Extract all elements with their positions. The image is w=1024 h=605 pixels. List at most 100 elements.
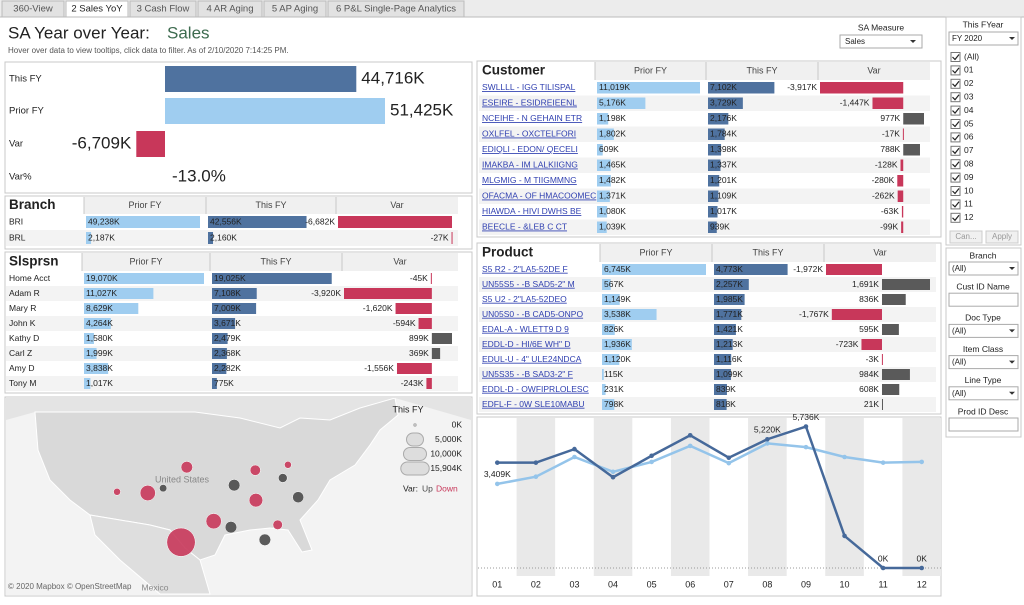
trend-point[interactable] bbox=[572, 454, 577, 460]
map-bubble[interactable] bbox=[284, 461, 292, 469]
filter-option[interactable]: 08 bbox=[964, 158, 974, 168]
trend-point[interactable] bbox=[726, 460, 732, 466]
filter-dropdown[interactable] bbox=[948, 323, 1019, 338]
trend-point[interactable] bbox=[494, 460, 500, 465]
row-link[interactable]: ESEIRE - ESIDREIEENL bbox=[482, 98, 577, 108]
row-link[interactable]: UN55S5 - -B SAD5-2" M bbox=[482, 279, 575, 289]
checkbox[interactable] bbox=[950, 92, 961, 103]
trend-point[interactable] bbox=[687, 443, 693, 449]
map-bubble[interactable] bbox=[139, 485, 156, 501]
filter-option[interactable]: 11 bbox=[964, 199, 973, 209]
checkbox[interactable] bbox=[950, 159, 961, 170]
map-bubble[interactable] bbox=[228, 479, 241, 492]
row-link[interactable]: EDDL-D - HI/6E WH" D bbox=[482, 339, 571, 349]
checkbox[interactable] bbox=[950, 65, 961, 76]
map-bubble[interactable] bbox=[248, 493, 264, 508]
map-bubble[interactable] bbox=[278, 473, 288, 483]
row-link[interactable]: EDUL-U - 4" ULE24NDCA bbox=[482, 354, 582, 364]
filter-option[interactable]: 03 bbox=[964, 91, 974, 101]
row-link[interactable]: EDFL-F - 0W SLE10MABU bbox=[482, 399, 585, 409]
trend-point[interactable] bbox=[880, 565, 886, 571]
trend-point[interactable] bbox=[842, 533, 847, 539]
checkbox[interactable] bbox=[950, 132, 961, 143]
trend-point[interactable] bbox=[765, 436, 770, 442]
tab-label[interactable]: 3 Cash Flow bbox=[137, 4, 190, 15]
trend-point[interactable] bbox=[842, 454, 847, 460]
row-link[interactable]: UN5S35 - -B SAD3-2" F bbox=[482, 369, 573, 379]
row-link[interactable]: S5 U2 - 2"LA5-52DEO bbox=[482, 294, 567, 304]
row-link[interactable]: EDDL-D - OWFIPRLOLESC bbox=[482, 384, 589, 394]
measure-dropdown[interactable] bbox=[839, 34, 923, 49]
row-link[interactable]: SWLLLL - IGG TILISPAL bbox=[482, 82, 576, 92]
map-bubble[interactable] bbox=[258, 533, 271, 546]
trend-point[interactable] bbox=[803, 444, 809, 450]
map-bubble[interactable] bbox=[113, 488, 121, 496]
filter-button[interactable] bbox=[985, 230, 1019, 244]
filter-option[interactable]: 04 bbox=[964, 105, 974, 115]
map-bubble[interactable] bbox=[166, 527, 196, 557]
map-bubble[interactable] bbox=[292, 491, 304, 504]
filter-option[interactable]: 10 bbox=[964, 185, 974, 195]
tab-label[interactable]: 2 Sales YoY bbox=[71, 4, 123, 15]
trend-point[interactable] bbox=[649, 453, 654, 459]
trend-point[interactable] bbox=[880, 460, 886, 465]
filter-option[interactable]: 09 bbox=[964, 172, 974, 182]
row-link[interactable]: EDAL-A - WLETT9 D 9 bbox=[482, 324, 569, 334]
trend-point[interactable] bbox=[533, 474, 539, 480]
row-link[interactable]: NCEIHE - N GEHAIN ETR bbox=[482, 113, 582, 123]
tab[interactable] bbox=[263, 0, 327, 18]
checkbox[interactable] bbox=[950, 145, 961, 156]
filter-option[interactable]: 12 bbox=[964, 212, 974, 222]
tab[interactable] bbox=[65, 0, 129, 18]
row-link[interactable]: IMAKBA - IM LALKIIGNG bbox=[482, 160, 578, 170]
filter-option[interactable]: 06 bbox=[964, 132, 974, 142]
filter-option[interactable]: (All) bbox=[964, 51, 979, 61]
filter-input[interactable] bbox=[948, 292, 1019, 307]
trend-point[interactable] bbox=[649, 459, 654, 465]
filter-value[interactable]: (All) bbox=[952, 327, 967, 336]
trend-point[interactable] bbox=[533, 460, 539, 465]
checkbox[interactable] bbox=[950, 199, 961, 210]
map-bubble[interactable] bbox=[205, 513, 222, 530]
trend-point[interactable] bbox=[494, 481, 500, 487]
filter-dropdown[interactable] bbox=[948, 386, 1019, 401]
tab[interactable] bbox=[129, 0, 197, 18]
trend-point[interactable] bbox=[726, 455, 732, 461]
tab[interactable] bbox=[327, 0, 465, 18]
filter-button-label[interactable]: Apply bbox=[992, 232, 1012, 241]
filter-value[interactable]: FY 2020 bbox=[952, 34, 983, 43]
tab[interactable] bbox=[1, 0, 65, 18]
filter-button-label[interactable]: Can... bbox=[955, 232, 976, 241]
tab-label[interactable]: 5 AP Aging bbox=[272, 4, 318, 15]
row-link[interactable]: S5 R2 - 2"LA5-52DE F bbox=[482, 264, 568, 274]
measure-value[interactable]: Sales bbox=[845, 37, 865, 46]
filter-input[interactable] bbox=[948, 417, 1019, 432]
filter-value[interactable]: (All) bbox=[952, 389, 967, 398]
trend-point[interactable] bbox=[803, 424, 809, 429]
filter-value[interactable]: (All) bbox=[952, 264, 967, 273]
trend-point[interactable] bbox=[610, 469, 616, 475]
filter-option[interactable]: 07 bbox=[964, 145, 974, 155]
filter-option[interactable]: 05 bbox=[964, 118, 974, 128]
filter-button[interactable] bbox=[949, 230, 983, 244]
trend-point[interactable] bbox=[765, 441, 770, 446]
row-link[interactable]: UN05S0 - -B CAD5-ONPO bbox=[482, 309, 583, 319]
trend-point[interactable] bbox=[572, 446, 577, 452]
filter-dropdown[interactable] bbox=[948, 31, 1019, 46]
checkbox[interactable] bbox=[950, 186, 961, 196]
trend-point[interactable] bbox=[610, 474, 616, 480]
checkbox[interactable] bbox=[950, 78, 961, 89]
checkbox[interactable] bbox=[950, 105, 961, 116]
filter-option[interactable]: 02 bbox=[964, 78, 974, 88]
tab-label[interactable]: 4 AR Aging bbox=[206, 4, 253, 15]
tab[interactable] bbox=[197, 0, 263, 18]
map-bubble[interactable] bbox=[159, 484, 168, 493]
map-bubble[interactable] bbox=[180, 461, 193, 474]
row-link[interactable]: HIAWDA - HIVI DWHS BE bbox=[482, 206, 582, 216]
map-bubble[interactable] bbox=[272, 519, 283, 530]
row-link[interactable]: OFACMA - OF HMACOOMEC bbox=[482, 191, 596, 201]
row-link[interactable]: MLGMIG - M TIIGMMNG bbox=[482, 175, 577, 185]
filter-option[interactable]: 01 bbox=[964, 65, 974, 75]
tab-label[interactable]: 360-View bbox=[13, 4, 53, 15]
filter-dropdown[interactable] bbox=[948, 261, 1019, 276]
